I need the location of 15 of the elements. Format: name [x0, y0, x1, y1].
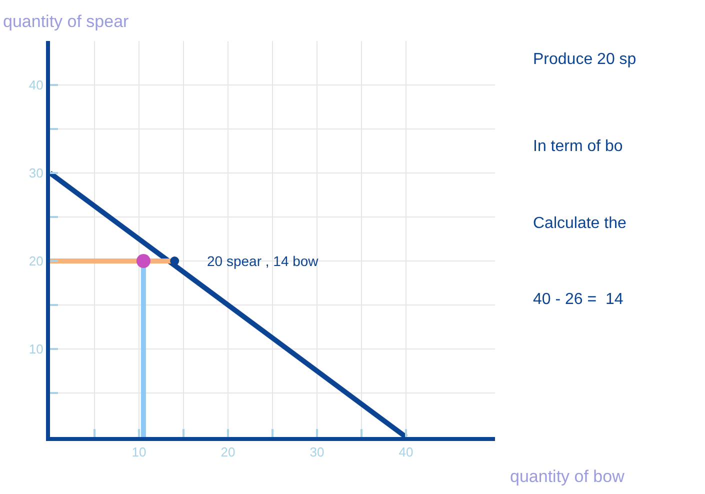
text: 40 - 26 = 14 [533, 291, 624, 308]
text: Calculate the [533, 215, 626, 232]
annotation: 20 spear , 14 bow [207, 253, 320, 269]
y-tick-label: 10 [28, 342, 44, 357]
text: In term of bo [533, 138, 623, 155]
x-tick-label: 30 [310, 444, 324, 460]
y-tick-label: 40 [28, 78, 44, 93]
text: Produce 20 sp [533, 51, 636, 68]
x-tick-label: 10 [132, 444, 146, 460]
y-tick-label: 30 [28, 166, 44, 181]
x-tick-label: 20 [220, 444, 236, 460]
x-axis-title: quantity of bow [510, 467, 626, 486]
x-tick-label: 40 [398, 444, 414, 460]
y-axis-title: quantity of spear [3, 12, 130, 31]
y-tick-label: 20 [28, 254, 44, 269]
